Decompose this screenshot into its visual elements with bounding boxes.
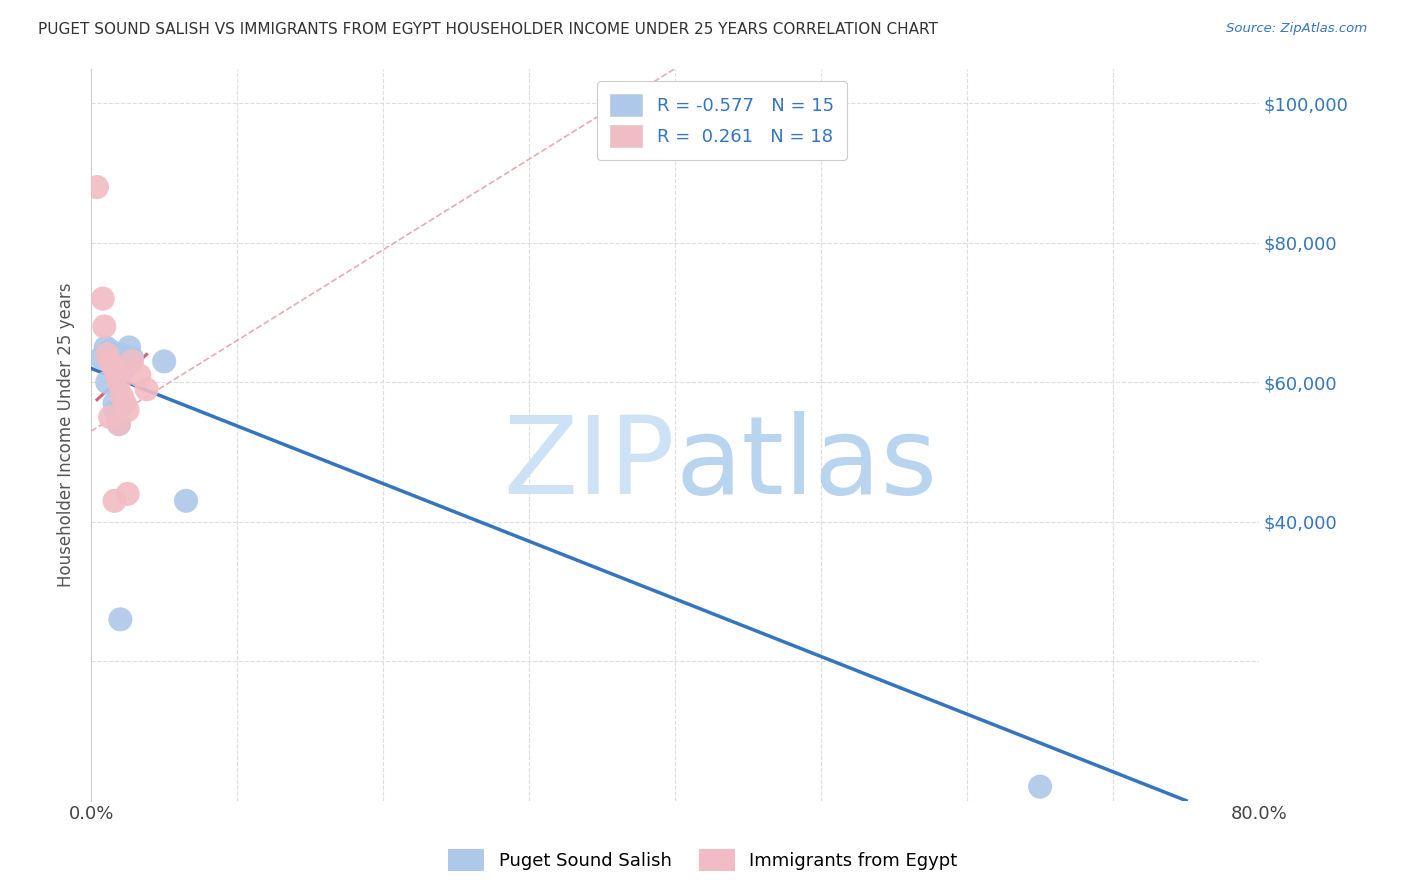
Text: ZIP: ZIP (503, 411, 675, 516)
Point (121, 354, 143, 368)
Point (108, 376, 131, 390)
Point (96, 376, 118, 390)
Point (98, 410, 121, 425)
Point (96, 347, 118, 361)
Point (153, 354, 176, 368)
Legend: Puget Sound Salish, Immigrants from Egypt: Puget Sound Salish, Immigrants from Egyp… (441, 842, 965, 879)
Text: PUGET SOUND SALISH VS IMMIGRANTS FROM EGYPT HOUSEHOLDER INCOME UNDER 25 YEARS CO: PUGET SOUND SALISH VS IMMIGRANTS FROM EG… (38, 22, 938, 37)
Point (94, 340, 117, 354)
Point (108, 417, 131, 431)
Point (86, 180, 108, 194)
Point (108, 417, 131, 431)
Point (117, 487, 139, 501)
Point (107, 368, 129, 383)
Point (111, 389, 134, 403)
Point (135, 382, 157, 396)
Point (118, 340, 141, 354)
Text: atlas: atlas (675, 411, 938, 516)
Point (110, 612, 132, 626)
Point (111, 347, 134, 361)
Point (114, 361, 136, 376)
Point (103, 361, 125, 376)
Point (128, 368, 150, 383)
Point (121, 351, 143, 365)
Point (98, 354, 121, 368)
Y-axis label: Householder Income Under 25 years: Householder Income Under 25 years (58, 283, 75, 587)
Point (98, 343, 121, 358)
Point (174, 493, 197, 508)
Text: Source: ZipAtlas.com: Source: ZipAtlas.com (1226, 22, 1367, 36)
Point (104, 403, 127, 417)
Point (103, 396, 125, 410)
Point (90, 351, 112, 365)
Point (91, 292, 114, 306)
Point (93, 319, 115, 334)
Legend: R = -0.577   N = 15, R =  0.261   N = 18: R = -0.577 N = 15, R = 0.261 N = 18 (598, 81, 846, 160)
Point (114, 396, 136, 410)
Point (103, 493, 125, 508)
Point (117, 403, 139, 417)
Point (1029, 780, 1052, 794)
